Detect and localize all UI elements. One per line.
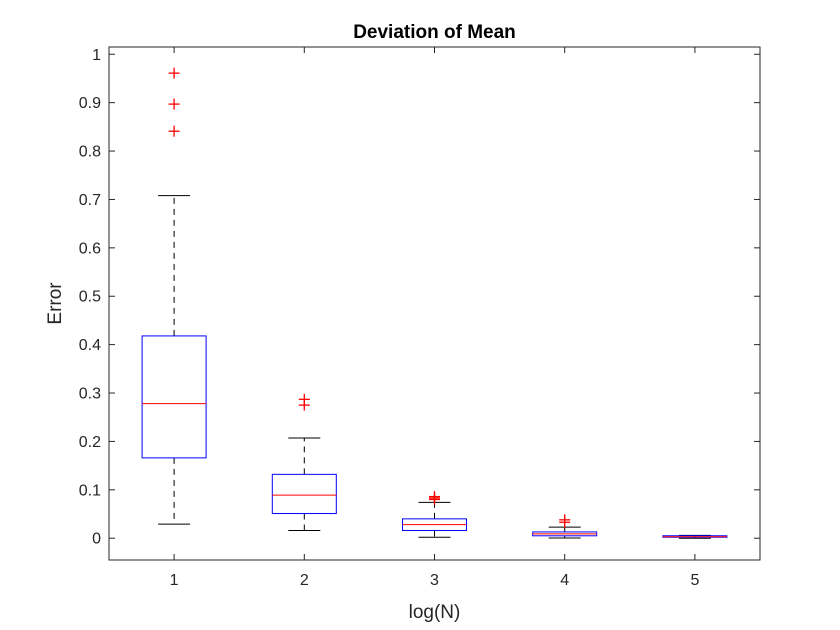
x-tick-label: 5 bbox=[690, 572, 699, 589]
x-tick-label: 3 bbox=[430, 572, 439, 589]
y-tick-label: 0.9 bbox=[79, 95, 101, 112]
x-tick-label: 2 bbox=[300, 572, 309, 589]
y-tick-label: 0.2 bbox=[79, 434, 101, 451]
outlier-point bbox=[429, 491, 440, 503]
y-tick-label: 0.7 bbox=[79, 192, 101, 209]
outlier-point bbox=[298, 393, 310, 405]
iqr-box bbox=[271, 473, 337, 515]
chart-title: Deviation of Mean bbox=[353, 22, 516, 43]
x-axis-label: log(N) bbox=[409, 602, 461, 623]
y-tick-label: 0.6 bbox=[79, 240, 101, 257]
iqr-box bbox=[141, 335, 207, 459]
y-tick-label: 0.1 bbox=[79, 482, 101, 499]
outlier-point bbox=[168, 98, 180, 110]
box-plot-series bbox=[141, 67, 728, 539]
plot-area bbox=[108, 46, 761, 561]
outlier-point bbox=[559, 514, 571, 526]
x-tick-label: 4 bbox=[560, 572, 569, 589]
axis-ticks: 0 0.1 0.2 0.3 0.4 0.5 0.6 0.7 0.8 0.9 1 1 2 3 4 5 bbox=[79, 47, 760, 589]
x-tick-label: 1 bbox=[170, 572, 179, 589]
y-axis-label: Error bbox=[45, 282, 66, 325]
y-tick-label: 0 bbox=[92, 531, 101, 548]
y-tick-label: 0.8 bbox=[79, 144, 101, 161]
box-group-5 bbox=[662, 534, 728, 539]
box-group-3 bbox=[402, 491, 467, 538]
outlier-point bbox=[168, 125, 180, 137]
box-group-1 bbox=[141, 67, 207, 525]
y-tick-label: 0.3 bbox=[79, 386, 101, 403]
y-tick-label: 1 bbox=[92, 47, 101, 64]
outlier-point bbox=[168, 67, 180, 79]
box-group-2 bbox=[271, 393, 337, 531]
box-group-4 bbox=[532, 514, 598, 539]
y-tick-label: 0.4 bbox=[79, 337, 101, 354]
y-tick-label: 0.5 bbox=[79, 289, 101, 306]
